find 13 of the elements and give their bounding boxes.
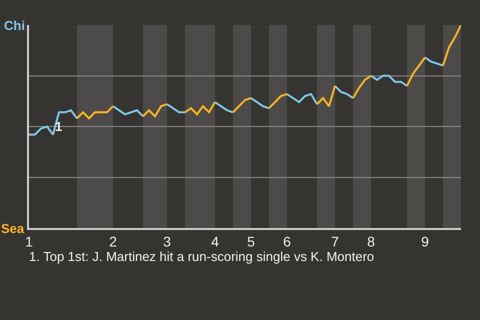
x-tick-label: 6	[283, 234, 292, 250]
x-tick-label: 9	[421, 234, 430, 250]
x-tick-label: 5	[247, 234, 256, 250]
x-tick-label: 2	[109, 234, 118, 250]
x-tick-label: 1	[25, 234, 34, 250]
x-tick-label: 3	[163, 234, 172, 250]
x-tick-label: 8	[367, 234, 376, 250]
text: 1. Top 1st: J. Martinez hit a run-scoring single vs K. Montero	[29, 249, 374, 264]
text: Chi	[4, 18, 25, 33]
x-tick-label: 7	[331, 234, 340, 250]
text: Sea	[1, 221, 25, 236]
x-tick-label: 4	[211, 234, 220, 250]
annotation: 1	[55, 119, 62, 134]
